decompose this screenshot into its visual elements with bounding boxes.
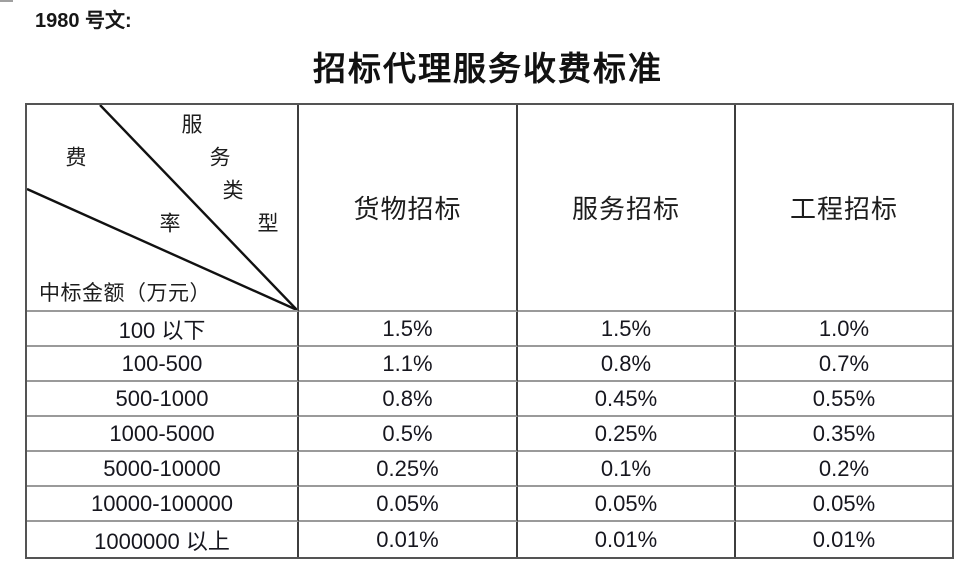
row-axis-label: 中标金额（万元） (39, 281, 211, 305)
column-header: 货物招标 (299, 105, 518, 312)
doc-number: 1980 号文: (35, 10, 132, 32)
diagonal-divider-lines (27, 105, 297, 310)
rate-value-cell: 0.1% (518, 452, 736, 487)
rate-value-cell: 0.8% (518, 347, 736, 382)
rate-value-cell: 0.01% (518, 522, 736, 557)
rate-value-cell: 0.2% (736, 452, 952, 487)
rate-value-cell: 0.05% (518, 487, 736, 522)
rate-value-cell: 0.25% (518, 417, 736, 452)
rate-value-cell: 0.8% (299, 382, 518, 417)
corner-label-fee-rate-char: 费 (65, 145, 87, 170)
corner-label-service-type-char: 服 (181, 112, 203, 137)
amount-range-cell: 500-1000 (27, 382, 299, 417)
title-row: 招标代理服务收费标准 (0, 42, 976, 90)
rate-value-cell: 1.5% (299, 312, 518, 347)
screen-edge-artifact (0, 0, 13, 2)
column-header: 服务招标 (518, 105, 736, 312)
rate-value-cell: 1.5% (518, 312, 736, 347)
column-header: 工程招标 (736, 105, 952, 312)
rate-value-cell: 0.01% (299, 522, 518, 557)
rate-value-cell: 1.0% (736, 312, 952, 347)
amount-range-cell: 10000-100000 (27, 487, 299, 522)
corner-label-fee-rate-char: 率 (159, 211, 181, 236)
fee-table: 服 务 类 型 费 率 中标金额（万元） 货物招标 服务招标 工程招标 100 以下 1… (25, 103, 954, 559)
amount-range-cell: 100-500 (27, 347, 299, 382)
rate-value-cell: 0.5% (299, 417, 518, 452)
amount-range-cell: 5000-10000 (27, 452, 299, 487)
rate-value-cell: 0.7% (736, 347, 952, 382)
corner-label-service-type-char: 务 (209, 145, 231, 170)
rate-value-cell: 1.1% (299, 347, 518, 382)
rate-value-cell: 0.35% (736, 417, 952, 452)
amount-range-cell: 1000-5000 (27, 417, 299, 452)
amount-range-cell: 1000000 以上 (27, 522, 299, 557)
rate-value-cell: 0.05% (299, 487, 518, 522)
rate-value-cell: 0.05% (736, 487, 952, 522)
rate-value-cell: 0.01% (812, 526, 876, 552)
corner-header-cell: 服 务 类 型 费 率 中标金额（万元） (27, 105, 299, 312)
corner-label-service-type-char: 型 (257, 211, 279, 236)
rate-value-cell: 0.45% (518, 382, 736, 417)
rate-value-cell: 0.55% (736, 382, 952, 417)
rate-value-cell: 0.25% (299, 452, 518, 487)
corner-label-service-type-char: 类 (222, 178, 244, 203)
page-title: 招标代理服务收费标准 (313, 52, 663, 88)
amount-range-cell: 100 以下 (27, 312, 299, 347)
